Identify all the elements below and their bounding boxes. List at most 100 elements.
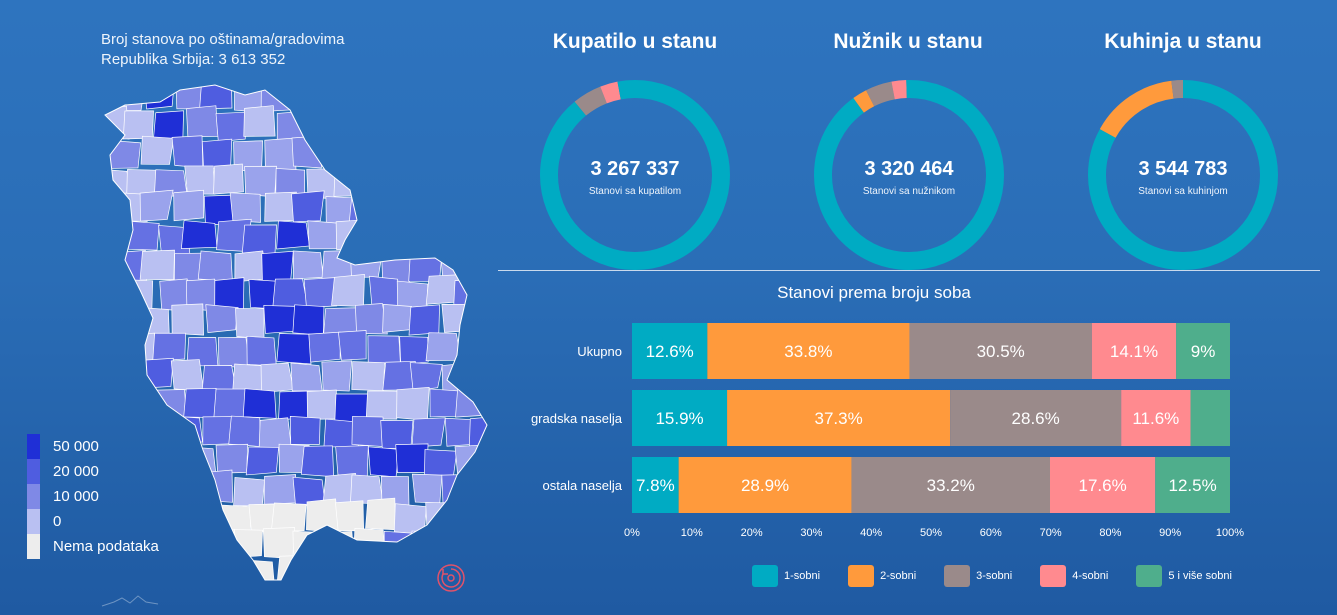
municipality-region[interactable]: [364, 556, 400, 587]
municipality-region[interactable]: [322, 136, 353, 168]
municipality-region[interactable]: [303, 277, 338, 308]
municipality-region[interactable]: [205, 587, 238, 595]
municipality-region[interactable]: [490, 224, 495, 252]
municipality-region[interactable]: [97, 274, 131, 308]
municipality-region[interactable]: [244, 165, 277, 198]
municipality-region[interactable]: [170, 359, 205, 393]
municipality-region[interactable]: [469, 80, 495, 111]
municipality-region[interactable]: [475, 532, 495, 562]
municipality-region[interactable]: [334, 557, 367, 590]
bar-segment[interactable]: [707, 323, 910, 379]
municipality-region[interactable]: [442, 529, 477, 559]
municipality-region[interactable]: [471, 308, 495, 338]
municipality-region[interactable]: [411, 530, 443, 562]
bar-segment[interactable]: [727, 390, 951, 446]
municipality-region[interactable]: [173, 584, 206, 595]
municipality-region[interactable]: [217, 337, 251, 369]
municipality-region[interactable]: [270, 502, 307, 532]
bar-segment[interactable]: [1050, 457, 1156, 513]
municipality-region[interactable]: [95, 389, 126, 418]
bar-segment[interactable]: [632, 390, 728, 446]
municipality-region[interactable]: [383, 197, 415, 227]
municipality-region[interactable]: [365, 390, 398, 420]
municipality-region[interactable]: [307, 220, 339, 250]
municipality-region[interactable]: [233, 477, 266, 507]
municipality-region[interactable]: [262, 527, 295, 560]
municipality-region[interactable]: [396, 111, 433, 142]
municipality-region[interactable]: [408, 304, 440, 336]
municipality-region[interactable]: [261, 250, 294, 283]
municipality-region[interactable]: [486, 277, 495, 311]
municipality-region[interactable]: [260, 362, 294, 394]
municipality-region[interactable]: [263, 305, 296, 334]
municipality-region[interactable]: [233, 589, 263, 595]
municipality-region[interactable]: [309, 111, 343, 141]
municipality-region[interactable]: [213, 388, 247, 420]
municipality-region[interactable]: [292, 304, 325, 336]
municipality-region[interactable]: [243, 559, 276, 588]
municipality-region[interactable]: [182, 446, 217, 478]
municipality-region[interactable]: [383, 530, 418, 562]
municipality-region[interactable]: [442, 136, 475, 166]
municipality-region[interactable]: [215, 443, 249, 474]
municipality-region[interactable]: [488, 109, 495, 140]
municipality-region[interactable]: [455, 168, 488, 198]
municipality-region[interactable]: [289, 416, 321, 445]
municipality-region[interactable]: [335, 445, 369, 478]
municipality-region[interactable]: [354, 303, 388, 335]
municipality-region[interactable]: [243, 105, 276, 137]
municipality-region[interactable]: [203, 528, 237, 561]
municipality-region[interactable]: [123, 279, 154, 310]
municipality-region[interactable]: [199, 80, 233, 110]
municipality-region[interactable]: [454, 444, 487, 475]
bar-segment[interactable]: [950, 390, 1122, 446]
municipality-region[interactable]: [488, 502, 495, 533]
municipality-region[interactable]: [152, 332, 186, 362]
municipality-region[interactable]: [171, 303, 204, 336]
municipality-region[interactable]: [95, 191, 117, 223]
bar-segment[interactable]: [1176, 323, 1230, 379]
municipality-region[interactable]: [331, 274, 365, 307]
municipality-region[interactable]: [412, 135, 443, 165]
municipality-region[interactable]: [203, 469, 234, 503]
municipality-region[interactable]: [229, 192, 261, 223]
municipality-region[interactable]: [213, 163, 244, 195]
municipality-region[interactable]: [395, 443, 429, 474]
municipality-region[interactable]: [242, 388, 277, 419]
municipality-region[interactable]: [473, 590, 495, 595]
municipality-region[interactable]: [472, 133, 495, 165]
municipality-region[interactable]: [95, 250, 112, 282]
bar-segment[interactable]: [909, 323, 1092, 379]
municipality-region[interactable]: [137, 357, 174, 389]
municipality-region[interactable]: [369, 110, 402, 140]
municipality-region[interactable]: [154, 447, 186, 476]
municipality-region[interactable]: [451, 502, 487, 535]
municipality-region[interactable]: [108, 140, 142, 169]
municipality-region[interactable]: [381, 136, 415, 168]
municipality-region[interactable]: [186, 502, 218, 533]
municipality-region[interactable]: [292, 250, 324, 280]
municipality-region[interactable]: [396, 387, 430, 421]
municipality-region[interactable]: [98, 556, 128, 589]
municipality-region[interactable]: [295, 586, 328, 595]
municipality-region[interactable]: [354, 589, 384, 595]
municipality-region[interactable]: [425, 332, 462, 362]
municipality-region[interactable]: [95, 359, 115, 389]
municipality-region[interactable]: [484, 446, 495, 478]
municipality-region[interactable]: [228, 415, 261, 447]
municipality-region[interactable]: [453, 108, 487, 139]
municipality-region[interactable]: [139, 249, 175, 280]
municipality-region[interactable]: [183, 387, 217, 419]
municipality-region[interactable]: [427, 107, 459, 141]
municipality-region[interactable]: [184, 165, 216, 195]
municipality-region[interactable]: [180, 220, 218, 249]
municipality-region[interactable]: [234, 529, 263, 558]
municipality-region[interactable]: [122, 110, 154, 140]
municipality-region[interactable]: [173, 189, 204, 222]
bar-segment[interactable]: [632, 323, 708, 379]
municipality-region[interactable]: [441, 304, 475, 333]
municipality-region[interactable]: [276, 554, 313, 584]
municipality-region[interactable]: [351, 416, 386, 448]
municipality-region[interactable]: [445, 83, 477, 113]
municipality-region[interactable]: [139, 189, 174, 222]
